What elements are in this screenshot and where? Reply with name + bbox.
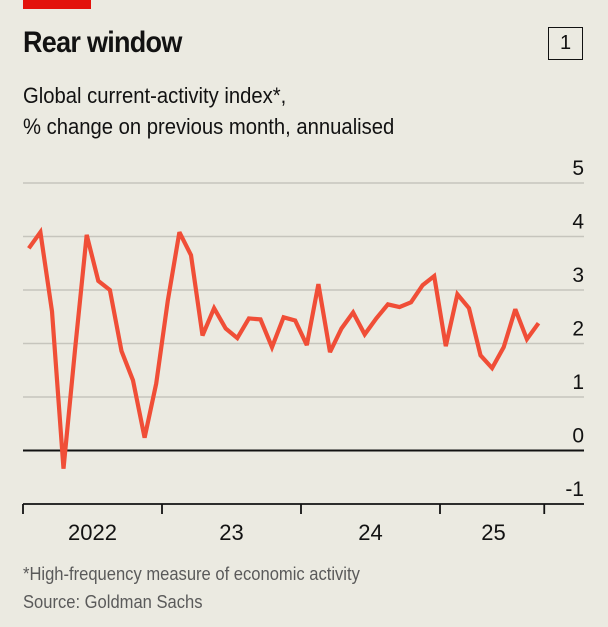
y-tick-label: 1 xyxy=(572,371,584,394)
x-tick-label: 23 xyxy=(219,520,243,545)
series-line xyxy=(27,226,541,469)
x-tick-label: 25 xyxy=(481,520,505,545)
y-tick-label: 5 xyxy=(572,157,584,180)
y-tick-label: 2 xyxy=(572,318,584,341)
x-tick-label: 2022 xyxy=(68,520,117,545)
source-note: Source: Goldman Sachs xyxy=(23,592,203,612)
y-tick-label: -1 xyxy=(565,478,584,501)
chart-subtitle: Global current-activity index*, % change… xyxy=(23,80,394,142)
subtitle-line-1: Global current-activity index*, xyxy=(23,83,287,108)
chart-footer: *High-frequency measure of economic acti… xyxy=(23,560,360,616)
chart-number-badge: 1 xyxy=(548,27,583,60)
y-tick-label: 4 xyxy=(572,211,584,234)
y-axis-labels: 5 4 3 2 1 0 -1 xyxy=(565,157,584,501)
footnote: *High-frequency measure of economic acti… xyxy=(23,564,360,584)
y-tick-label: 3 xyxy=(572,264,584,287)
chart-title: Rear window xyxy=(23,26,182,59)
gridlines xyxy=(23,182,584,452)
x-tick-label: 24 xyxy=(358,520,382,545)
x-axis: 2022 23 24 25 xyxy=(22,503,584,545)
series-layer xyxy=(27,226,541,469)
y-tick-label: 0 xyxy=(572,425,584,448)
subtitle-line-2: % change on previous month, annualised xyxy=(23,114,395,139)
accent-bar xyxy=(23,0,91,9)
